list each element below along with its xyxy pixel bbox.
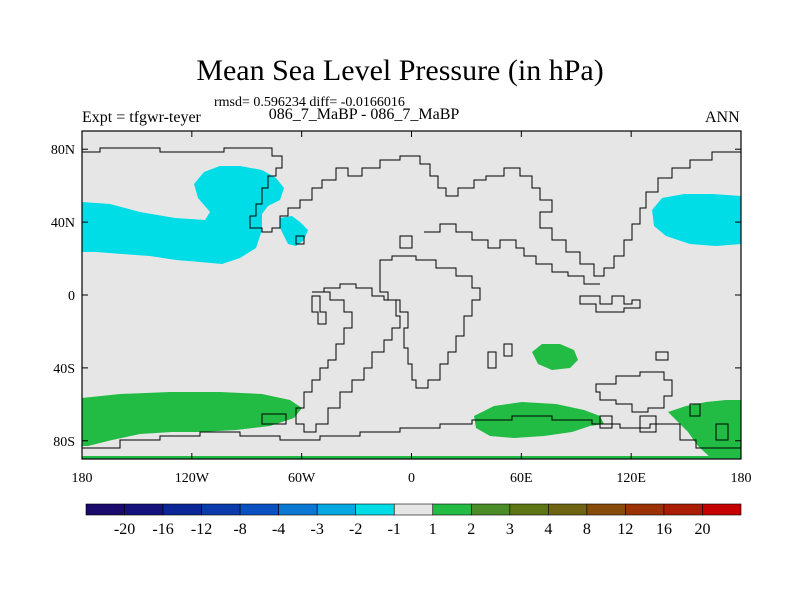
south-pacific-east-high-anomaly — [668, 400, 741, 459]
season-label: ANN — [705, 109, 740, 126]
x-axis: 180 120W 60W 0 60E 120E 180 — [72, 131, 752, 486]
x-tick-label: 120W — [175, 471, 210, 486]
colorbar-label: -3 — [311, 521, 324, 538]
colorbar-label: -12 — [191, 521, 212, 538]
y-tick-label: 80N — [51, 143, 75, 158]
northwest-pacific-low-anomaly — [652, 194, 741, 246]
y-tick-label: 80S — [53, 435, 75, 450]
colorbar-swatch — [162, 503, 202, 516]
colorbar-swatch — [432, 503, 472, 516]
colorbar-swatch — [239, 503, 279, 516]
colorbar — [85, 503, 742, 516]
colorbar-swatch — [85, 503, 125, 516]
colorbar-swatch — [663, 503, 703, 516]
colorbar-swatch — [548, 503, 588, 516]
x-tick-label: 60W — [288, 471, 316, 486]
colorbar-label: -2 — [349, 521, 362, 538]
colorbar-label: -1 — [388, 521, 401, 538]
experiment-label: 086_7_MaBP - 086_7_MaBP — [268, 106, 460, 123]
colorbar-label: -20 — [114, 521, 135, 538]
south-indian-high-anomaly — [474, 402, 604, 438]
colorbar-swatch — [702, 503, 742, 516]
y-axis: 80N 40N 0 40S 80S — [51, 143, 741, 450]
colorbar-label: -8 — [233, 521, 246, 538]
colorbar-swatch — [316, 503, 357, 516]
colorbar-label: -16 — [152, 521, 173, 538]
chart-title: Mean Sea Level Pressure (in hPa) — [196, 54, 604, 87]
colorbar-label: -4 — [272, 521, 285, 538]
colorbar-swatch — [278, 503, 318, 516]
south-atlantic-subtropical-anomaly — [532, 344, 578, 370]
colorbar-label: 12 — [617, 521, 633, 538]
colorbar-swatch — [586, 503, 626, 516]
coastlines — [82, 147, 741, 449]
y-tick-label: 40N — [51, 216, 75, 231]
x-tick-label: 180 — [72, 471, 93, 486]
south-pacific-high-anomaly — [82, 392, 302, 446]
colorbar-swatch — [124, 503, 164, 516]
x-tick-label: 180 — [731, 471, 752, 486]
north-atlantic-speckles — [280, 216, 308, 246]
colorbar-swatch — [355, 503, 395, 516]
colorbar-label: 2 — [467, 521, 475, 538]
left-string: Expt = tfgwr-teyer — [82, 109, 201, 126]
colorbar-swatch — [625, 503, 665, 516]
y-tick-label: 0 — [68, 289, 75, 304]
colorbar-label: 8 — [583, 521, 591, 538]
colorbar-label: 1 — [429, 521, 437, 538]
colorbar-swatch — [393, 503, 434, 516]
colorbar-label: 16 — [656, 521, 672, 538]
x-tick-label: 60E — [510, 471, 533, 486]
colorbar-labels: -20 -16 -12 -8 -4 -3 -2 -1 1 2 3 4 8 12 16 20 — [114, 521, 711, 538]
x-tick-label: 0 — [408, 471, 415, 486]
colorbar-label: 4 — [544, 521, 552, 538]
colorbar-swatch — [470, 503, 511, 516]
stats-text: rmsd= 0.596234 diff= -0.0166016 — [214, 95, 405, 110]
colorbar-label: 3 — [506, 521, 514, 538]
colorbar-label: 20 — [694, 521, 710, 538]
colorbar-swatch — [509, 503, 549, 516]
x-tick-label: 120E — [616, 471, 646, 486]
north-pacific-low-anomaly — [82, 166, 284, 264]
y-tick-label: 40S — [53, 362, 75, 377]
colorbar-swatch — [201, 503, 241, 516]
